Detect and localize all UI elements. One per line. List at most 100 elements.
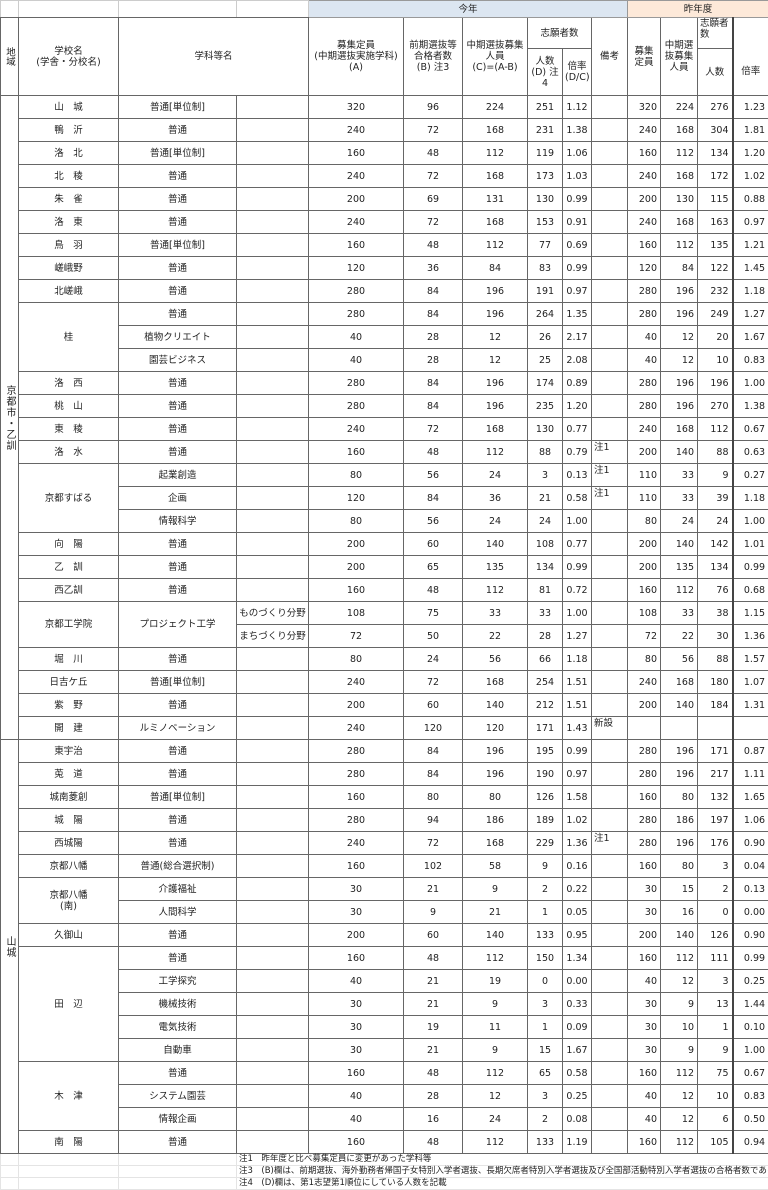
ratio: 0.97 <box>563 763 592 786</box>
sub-field <box>237 947 309 970</box>
quota-header: 募集定員 (中期選抜実施学科) (A) <box>309 18 404 96</box>
sub-field <box>237 533 309 556</box>
ratio: 1.36 <box>563 832 592 855</box>
last-quota: 200 <box>628 924 661 947</box>
last-applicants: 180 <box>698 671 733 694</box>
last-ratio: 0.67 <box>733 1062 768 1085</box>
last-mid-quota: 196 <box>661 372 698 395</box>
last-ratio: 0.90 <box>733 924 768 947</box>
last-mid-quota: 186 <box>661 809 698 832</box>
department: 情報企画 <box>119 1108 237 1131</box>
department: プロジェクト工学 <box>119 602 237 648</box>
last-quota: 240 <box>628 165 661 188</box>
early-passed: 60 <box>404 694 463 717</box>
last-ratio: 0.04 <box>733 855 768 878</box>
school-name: 鴨 沂 <box>19 119 119 142</box>
applicants: 88 <box>528 441 563 464</box>
school-name: 開 建 <box>19 717 119 740</box>
last-applicants: 1 <box>698 1016 733 1039</box>
last-mid-quota: 10 <box>661 1016 698 1039</box>
last-quota: 200 <box>628 441 661 464</box>
applicants: 254 <box>528 671 563 694</box>
last-ratio: 0.83 <box>733 1085 768 1108</box>
last-ratio: 1.18 <box>733 487 768 510</box>
quota: 200 <box>309 188 404 211</box>
ratio: 0.95 <box>563 924 592 947</box>
ratio: 1.06 <box>563 142 592 165</box>
school-name: 向 陽 <box>19 533 119 556</box>
last-quota: 40 <box>628 970 661 993</box>
quota: 30 <box>309 878 404 901</box>
department: 普通 <box>119 832 237 855</box>
last-mid-quota: 16 <box>661 901 698 924</box>
applicants: 264 <box>528 303 563 326</box>
last-quota: 240 <box>628 418 661 441</box>
sub-field <box>237 740 309 763</box>
last-mid-quota: 168 <box>661 211 698 234</box>
last-applicants-header: 志願者数 <box>698 18 733 49</box>
sub-field <box>237 510 309 533</box>
school-name: 桃 山 <box>19 395 119 418</box>
sub-field <box>237 763 309 786</box>
mid-quota: 112 <box>463 1131 528 1154</box>
last-mid-quota: 140 <box>661 441 698 464</box>
school-name: 紫 野 <box>19 694 119 717</box>
sub-field <box>237 464 309 487</box>
applicants: 108 <box>528 533 563 556</box>
last-mid-quota: 12 <box>661 326 698 349</box>
remarks <box>592 1039 628 1062</box>
last-quota: 240 <box>628 211 661 234</box>
last-mid-quota: 12 <box>661 970 698 993</box>
sub-field <box>237 694 309 717</box>
department: 普通 <box>119 257 237 280</box>
remarks <box>592 510 628 533</box>
department: 普通 <box>119 579 237 602</box>
early-passed: 60 <box>404 924 463 947</box>
applicants: 1 <box>528 901 563 924</box>
last-ratio: 0.99 <box>733 947 768 970</box>
last-ratio: 1.81 <box>733 119 768 142</box>
school-name: 堀 川 <box>19 648 119 671</box>
last-applicants: 176 <box>698 832 733 855</box>
department: 普通[単位制] <box>119 96 237 119</box>
mid-quota: 196 <box>463 372 528 395</box>
school-name: 洛 北 <box>19 142 119 165</box>
last-mid-quota: 80 <box>661 855 698 878</box>
last-applicants: 24 <box>698 510 733 533</box>
mid-quota: 9 <box>463 993 528 1016</box>
mid-quota: 112 <box>463 947 528 970</box>
sub-field: まちづくり分野 <box>237 625 309 648</box>
applicants: 174 <box>528 372 563 395</box>
last-mid-quota: 12 <box>661 349 698 372</box>
remarks <box>592 142 628 165</box>
quota: 280 <box>309 395 404 418</box>
early-passed: 9 <box>404 901 463 924</box>
ratio: 1.12 <box>563 96 592 119</box>
last-applicants: 135 <box>698 234 733 257</box>
applicants: 251 <box>528 96 563 119</box>
last-ratio: 1.00 <box>733 1039 768 1062</box>
ratio: 0.89 <box>563 372 592 395</box>
last-applicants: 38 <box>698 602 733 625</box>
last-ratio: 0.88 <box>733 188 768 211</box>
early-passed: 28 <box>404 1085 463 1108</box>
last-mid-quota: 9 <box>661 993 698 1016</box>
last-quota: 30 <box>628 1016 661 1039</box>
department: 企画 <box>119 487 237 510</box>
last-applicants: 76 <box>698 579 733 602</box>
blank-cell <box>19 1178 119 1190</box>
footnote-1: 注1 昨年度と比べ募集定員に変更があった学科等 <box>237 1154 768 1166</box>
ratio: 0.05 <box>563 901 592 924</box>
department: 普通 <box>119 211 237 234</box>
last-quota: 160 <box>628 947 661 970</box>
blank-cell <box>119 1166 237 1178</box>
mid-quota: 186 <box>463 809 528 832</box>
applicants: 134 <box>528 556 563 579</box>
